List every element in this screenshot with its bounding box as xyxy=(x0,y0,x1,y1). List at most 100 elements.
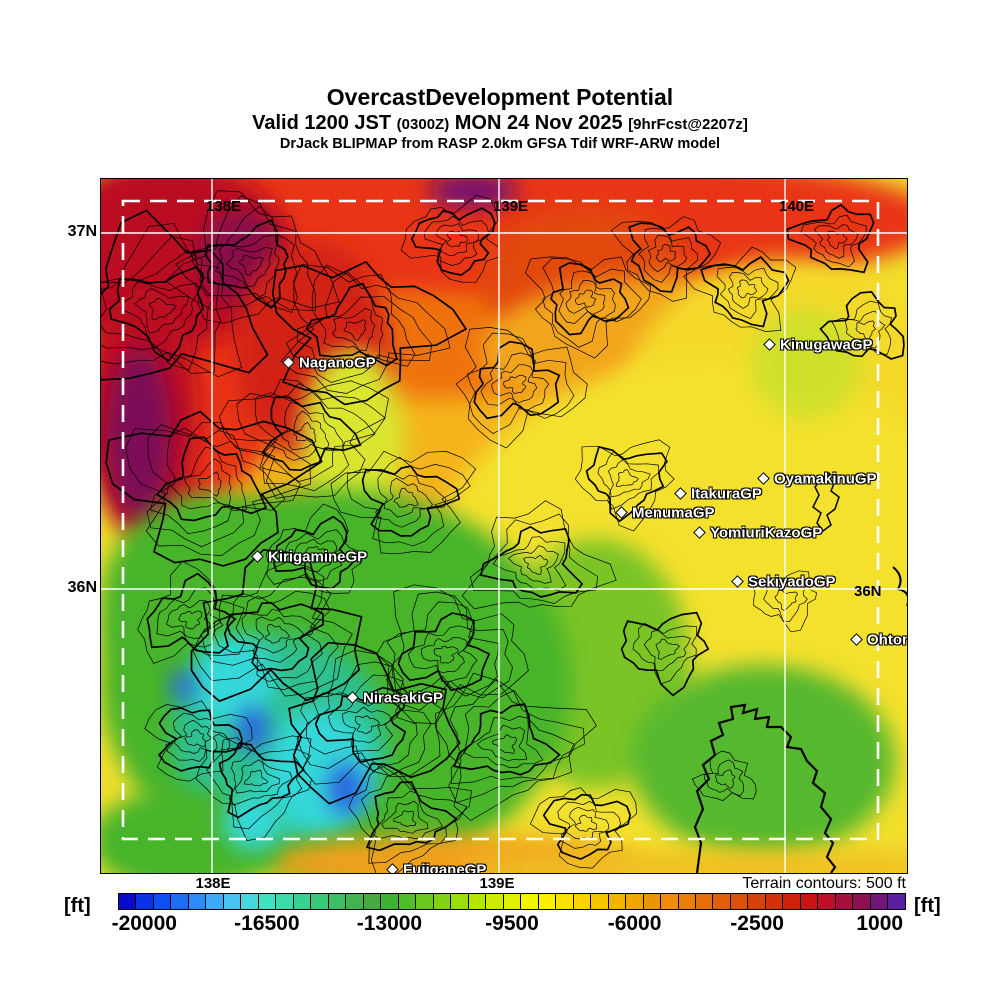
colorbar-cell xyxy=(888,894,905,909)
colorbar-cell xyxy=(258,894,277,909)
lon-label-bottom: 139E xyxy=(479,875,515,892)
site-label: KinugawaGP xyxy=(780,336,873,354)
site-ohtonegp: OhtoneGP xyxy=(850,631,907,649)
colorbar-cell xyxy=(661,894,679,909)
colorbar-cell xyxy=(783,894,801,909)
colorbar-cell xyxy=(695,894,714,909)
model-line: DrJack BLIPMAP from RASP 2.0km GFSA Tdif… xyxy=(279,136,721,153)
terrain-contours xyxy=(101,190,905,873)
latlon-grid xyxy=(101,179,907,873)
valid-zulu: (0300Z) xyxy=(396,116,450,134)
lon-label-top: 138E xyxy=(206,198,242,215)
terrain-note: Terrain contours: 500 ft xyxy=(742,875,906,892)
colorbar-tick: -20000 xyxy=(111,912,177,935)
site-oyamakinugp: OyamakinuGP xyxy=(757,470,877,488)
colorbar-tick: 1000 xyxy=(856,912,904,935)
site-label: YomiuriKazoGP xyxy=(710,524,823,542)
colorbar-cell xyxy=(276,894,294,909)
colorbar-cell xyxy=(188,894,207,909)
colorbar-cell xyxy=(591,894,609,909)
site-label: NaganoGP xyxy=(299,354,376,372)
colorbar-cell xyxy=(818,894,836,909)
valid-time: Valid 1200 JST xyxy=(252,112,392,135)
site-label: FujiganeGP xyxy=(403,861,487,874)
site-label: KirigamineGP xyxy=(268,548,368,566)
site-marker-icon xyxy=(757,472,770,486)
colorbar-cell xyxy=(223,894,242,909)
colorbar-cell xyxy=(800,894,819,909)
valid-line: Valid 1200 JST (0300Z) MON 24 Nov 2025 [… xyxy=(0,112,1000,135)
colorbar-tick: -16500 xyxy=(234,912,300,935)
site-fujiganegp: FujiganeGP xyxy=(386,861,487,874)
colorbar-tick: -13000 xyxy=(356,912,423,935)
site-marker-icon xyxy=(346,691,359,705)
colorbar-cell xyxy=(328,894,347,909)
colorbar-cell xyxy=(363,894,382,909)
site-marker-icon xyxy=(693,526,706,540)
colorbar-cell xyxy=(626,894,644,909)
site-itakuragp: ItakuraGP xyxy=(674,485,762,503)
colorbar-cell xyxy=(608,894,627,909)
colorbar-cell xyxy=(835,894,854,909)
colorbar-cell xyxy=(241,894,259,909)
colorbar-cell xyxy=(556,894,574,909)
lat-label-left: 36N xyxy=(67,579,97,596)
colorbar-cell xyxy=(293,894,312,909)
colorbar-cell xyxy=(503,894,522,909)
site-kinugawagp: KinugawaGP xyxy=(763,336,873,354)
site-label: MenumaGP xyxy=(632,504,715,522)
colorbar-cell xyxy=(713,894,731,909)
site-label: SekiyadoGP xyxy=(748,573,836,591)
colorbar-cell xyxy=(468,894,487,909)
colorbar-cell xyxy=(171,894,189,909)
site-marker-icon xyxy=(386,863,399,873)
site-label: OhtoneGP xyxy=(867,631,907,649)
colorbar-cell xyxy=(486,894,504,909)
colorbar-cell xyxy=(748,894,766,909)
colorbar-cell xyxy=(730,894,749,909)
site-label: NirasakiGP xyxy=(363,689,444,707)
colorbar-cell xyxy=(346,894,364,909)
colorbar-tick: -6000 xyxy=(607,912,662,935)
map-canvas: 138E 139E 140E 36N NaganoGP KinugawaGP Oyamaki… xyxy=(100,178,908,874)
colorbar-cell xyxy=(678,894,696,909)
colorbar-cell xyxy=(451,894,469,909)
site-marker-icon xyxy=(763,338,776,352)
site-sekiyadogp: SekiyadoGP xyxy=(731,573,836,591)
colorbar-tick: -9500 xyxy=(485,912,539,935)
header: OvercastDevelopment Potential Valid 1200… xyxy=(0,84,1000,153)
site-label: ItakuraGP xyxy=(691,485,762,503)
colorbar-cell xyxy=(416,894,434,909)
site-marker-icon xyxy=(251,550,264,564)
colorbar-cell xyxy=(765,894,784,909)
lat-label-left: 37N xyxy=(67,223,97,240)
site-marker-icon xyxy=(674,487,687,501)
colorbar-cell xyxy=(153,894,172,909)
colorbar-unit-right: [ft] xyxy=(914,895,941,917)
colorbar-cell xyxy=(521,894,539,909)
colorbar-cell xyxy=(381,894,399,909)
site-kirigaminegp: KirigamineGP xyxy=(251,548,368,566)
colorbar xyxy=(118,893,906,910)
colorbar-cell xyxy=(206,894,224,909)
site-marker-icon xyxy=(731,575,744,589)
page-title: OvercastDevelopment Potential xyxy=(326,84,674,110)
site-label: OyamakinuGP xyxy=(774,470,877,488)
colorbar-cell xyxy=(311,894,329,909)
contour-map xyxy=(101,179,907,873)
colorbar-cell xyxy=(119,894,137,909)
site-nirasakigp: NirasakiGP xyxy=(346,689,444,707)
colorbar-cell xyxy=(643,894,662,909)
colorbar-scale: -20000 -16500 -13000 -9500 -6000 -2500 1000 xyxy=(112,912,906,938)
colorbar-cell xyxy=(573,894,592,909)
colorbar-cell xyxy=(398,894,417,909)
colorbar-cell xyxy=(136,894,154,909)
site-marker-icon xyxy=(850,633,863,647)
site-marker-icon xyxy=(615,506,628,520)
lon-label-top: 140E xyxy=(779,198,815,215)
lon-label-bottom: 138E xyxy=(195,875,231,892)
colorbar-cell xyxy=(870,894,889,909)
colorbar-cell xyxy=(538,894,557,909)
lon-label-top: 139E xyxy=(493,198,529,215)
